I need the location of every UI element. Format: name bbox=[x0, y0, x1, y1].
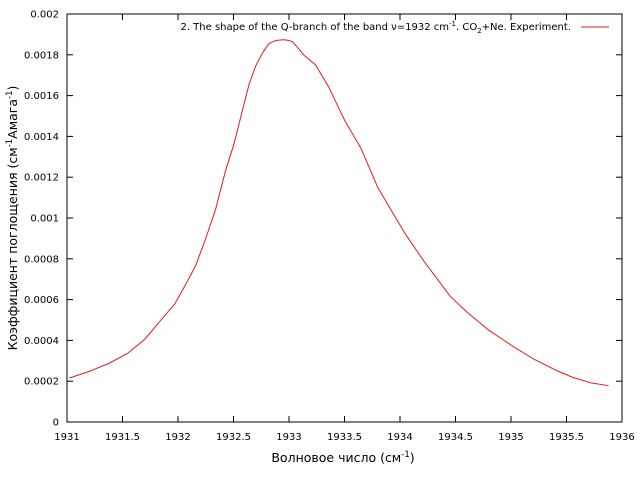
x-tick-label: 1932.5 bbox=[216, 432, 251, 443]
plot-frame bbox=[66, 13, 623, 423]
y-axis-label-tail: ) bbox=[5, 86, 20, 91]
x-tick-label: 1931.5 bbox=[105, 432, 140, 443]
y-tick-label: 0.001 bbox=[30, 214, 59, 225]
y-tick-label: 0.0012 bbox=[24, 173, 59, 184]
x-tick-label: 1932 bbox=[165, 432, 190, 443]
legend-text-sup: -1 bbox=[449, 20, 456, 28]
y-tick-label: 0.002 bbox=[30, 10, 59, 21]
x-tick-label: 1934.5 bbox=[438, 432, 473, 443]
series-line-0 bbox=[69, 39, 609, 387]
y-axis-label: Коэффициент поглощения (см-1Амага-1) bbox=[5, 86, 20, 351]
y-axis-label-mid: Амага bbox=[5, 99, 20, 139]
y-axis-label-sup1: -1 bbox=[5, 139, 15, 147]
x-tick-label: 1935 bbox=[498, 432, 523, 443]
y-tick-label: 0.0018 bbox=[24, 50, 59, 61]
legend-text-part2: . CO bbox=[456, 22, 477, 33]
y-tick-label: 0.0006 bbox=[24, 295, 59, 306]
y-tick-label: 0.0014 bbox=[24, 132, 59, 143]
x-tick-label: 1933 bbox=[276, 432, 301, 443]
y-tick-label: 0.0002 bbox=[24, 377, 59, 388]
x-tick-label: 1934 bbox=[387, 432, 412, 443]
x-tick-label: 1933.5 bbox=[327, 432, 362, 443]
y-tick-label: 0 bbox=[53, 418, 59, 429]
legend-entry-text: 2. The shape of the Q-branch of the band… bbox=[180, 20, 571, 35]
y-tick-label: 0.0008 bbox=[24, 254, 59, 265]
x-axis-label-sup: -1 bbox=[401, 450, 409, 460]
x-axis-label-base: Волновое число (см bbox=[271, 450, 401, 465]
x-tick-label: 1936 bbox=[609, 432, 634, 443]
legend-text-part1: 2. The shape of the Q-branch of the band… bbox=[180, 22, 449, 33]
y-axis-label-base: Коэффициент поглощения (см bbox=[5, 147, 20, 350]
legend-text-part3: +Ne. Experiment. bbox=[482, 22, 571, 33]
ticks-layer: 1931 1931.5 1932 1932.5 1933 1933.5 1934 1934.5… bbox=[24, 10, 635, 444]
x-tick-label: 1931 bbox=[54, 432, 79, 443]
y-tick-label: 0.0016 bbox=[24, 91, 59, 102]
y-axis-label-sup2: -1 bbox=[5, 90, 15, 98]
series-layer bbox=[69, 39, 609, 387]
legend-text-sub: 2 bbox=[477, 27, 481, 35]
x-axis-label: Волновое число (см-1) bbox=[271, 450, 414, 465]
x-axis-label-tail: ) bbox=[410, 450, 415, 465]
legend: 2. The shape of the Q-branch of the band… bbox=[180, 20, 609, 35]
x-tick-label: 1935.5 bbox=[549, 432, 584, 443]
y-tick-label: 0.0004 bbox=[24, 336, 59, 347]
